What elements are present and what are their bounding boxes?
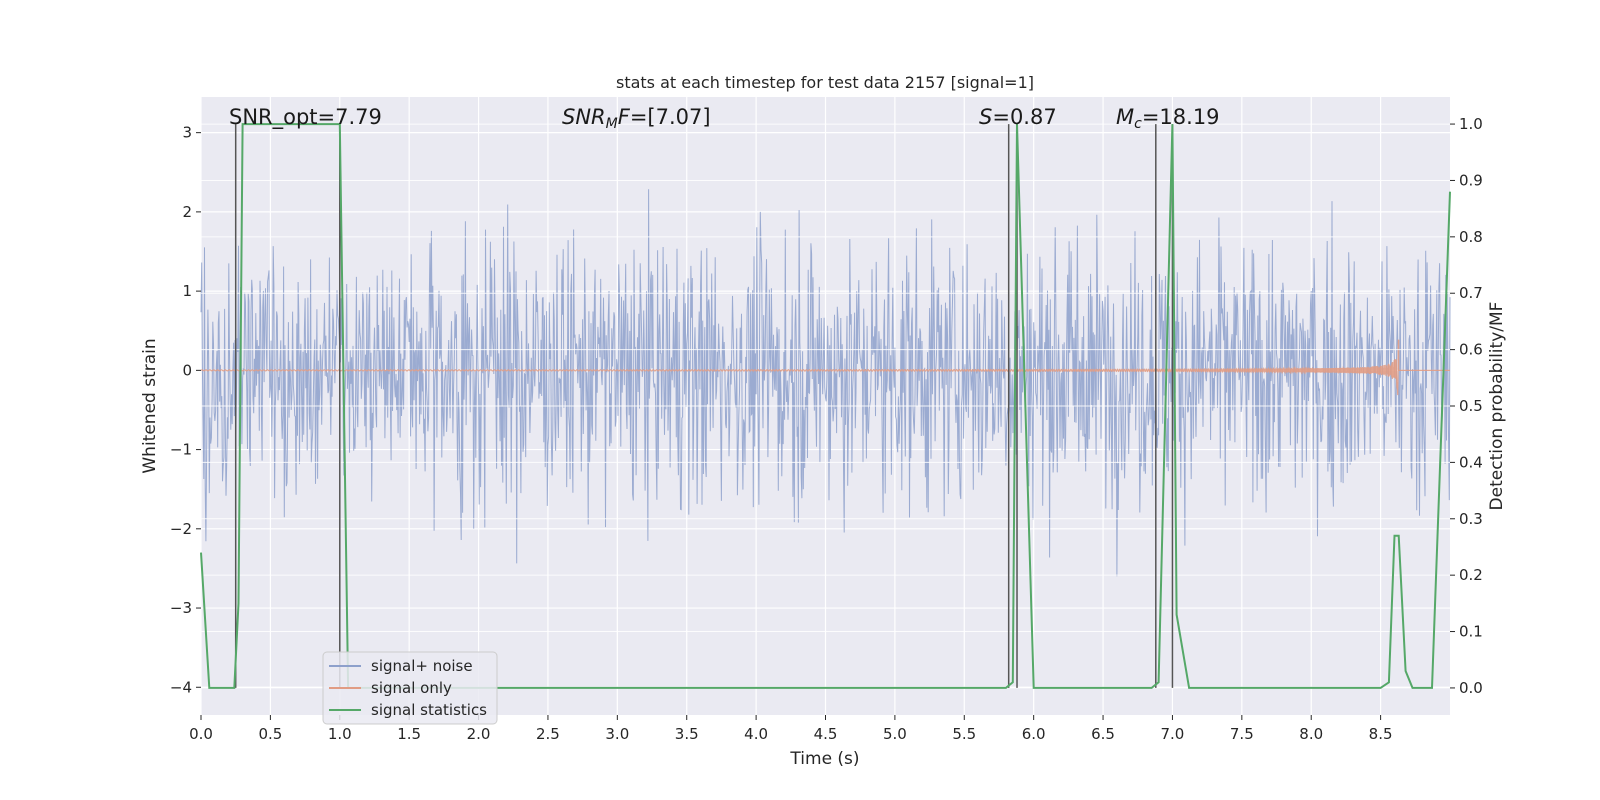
x-tick-label: 7.5 <box>1230 725 1254 743</box>
y-right-tick-label: 0.1 <box>1459 623 1483 641</box>
y-right-tick-label: 0.5 <box>1459 397 1483 415</box>
y-left-tick-label: −1 <box>170 441 192 459</box>
legend: signal+ noise signal only signal statist… <box>322 651 498 725</box>
y-right-tick-label: 0.6 <box>1459 341 1483 359</box>
y-right-tick-label: 0.8 <box>1459 228 1483 246</box>
y-left-tick-label: 1 <box>182 282 192 300</box>
stats-series <box>200 123 1451 689</box>
annotation-snr-mf: SNRMF=[7.07] <box>562 105 711 132</box>
x-axis-label: Time (s) <box>789 749 859 769</box>
legend-label-noise: signal+ noise <box>371 657 473 675</box>
signal-statistics-line <box>200 123 1451 689</box>
x-tick-label: 6.5 <box>1091 725 1115 743</box>
y-left-tick-label: −2 <box>170 520 192 538</box>
annotation-mc: Mc=18.19 <box>1116 105 1220 132</box>
x-tick-label: 5.0 <box>883 725 907 743</box>
x-tick-label: 5.5 <box>952 725 976 743</box>
y-left-tick-label: 3 <box>182 124 192 142</box>
x-tick-label: 8.0 <box>1299 725 1323 743</box>
annotation-snr-opt: SNR_opt=7.79 <box>229 105 382 130</box>
y-right-tick-label: 1.0 <box>1459 115 1483 133</box>
y-axis-left: 3 2 1 0 −1 −2 −3 −4 <box>170 124 201 696</box>
y-left-tick-label: −3 <box>170 599 192 617</box>
y-right-tick-label: 0.0 <box>1459 679 1483 697</box>
x-tick-label: 4.5 <box>814 725 838 743</box>
x-tick-label: 4.0 <box>744 725 768 743</box>
annotation-s: S=0.87 <box>979 105 1057 129</box>
y-right-tick-label: 0.7 <box>1459 284 1483 302</box>
x-tick-label: 3.5 <box>675 725 699 743</box>
legend-label-signal: signal only <box>371 679 452 697</box>
legend-label-stats: signal statistics <box>371 701 487 719</box>
x-tick-label: 2.5 <box>536 725 560 743</box>
y-left-tick-label: 2 <box>182 203 192 221</box>
x-tick-label: 8.5 <box>1369 725 1393 743</box>
y-axis-left-label: Whitened strain <box>140 338 160 473</box>
x-axis: 0.0 0.5 1.0 1.5 2.0 2.5 3.0 3.5 4.0 4.5 5.0 5.5 6.0 6… <box>189 715 1393 743</box>
x-tick-label: 7.0 <box>1161 725 1185 743</box>
chart-title: stats at each timestep for test data 215… <box>616 73 1034 92</box>
y-left-tick-label: −4 <box>170 678 192 696</box>
x-tick-label: 0.0 <box>189 725 213 743</box>
y-right-tick-label: 0.3 <box>1459 510 1483 528</box>
y-axis-right-label: Detection probability/MF <box>1487 302 1507 511</box>
y-right-tick-label: 0.2 <box>1459 566 1483 584</box>
x-tick-label: 6.0 <box>1022 725 1046 743</box>
x-tick-label: 2.0 <box>467 725 491 743</box>
y-left-tick-label: 0 <box>182 361 192 379</box>
y-right-tick-label: 0.4 <box>1459 453 1483 471</box>
x-tick-label: 1.0 <box>328 725 352 743</box>
y-axis-right: 1.0 0.9 0.8 0.7 0.6 0.5 0.4 0.3 0.2 0.1 0.0 <box>1450 115 1483 697</box>
x-tick-label: 0.5 <box>258 725 282 743</box>
legend-box <box>322 651 498 725</box>
signal-only-line <box>200 339 1450 396</box>
x-tick-label: 3.0 <box>605 725 629 743</box>
signal-series <box>200 339 1450 396</box>
x-tick-label: 1.5 <box>397 725 421 743</box>
y-right-tick-label: 0.9 <box>1459 171 1483 189</box>
